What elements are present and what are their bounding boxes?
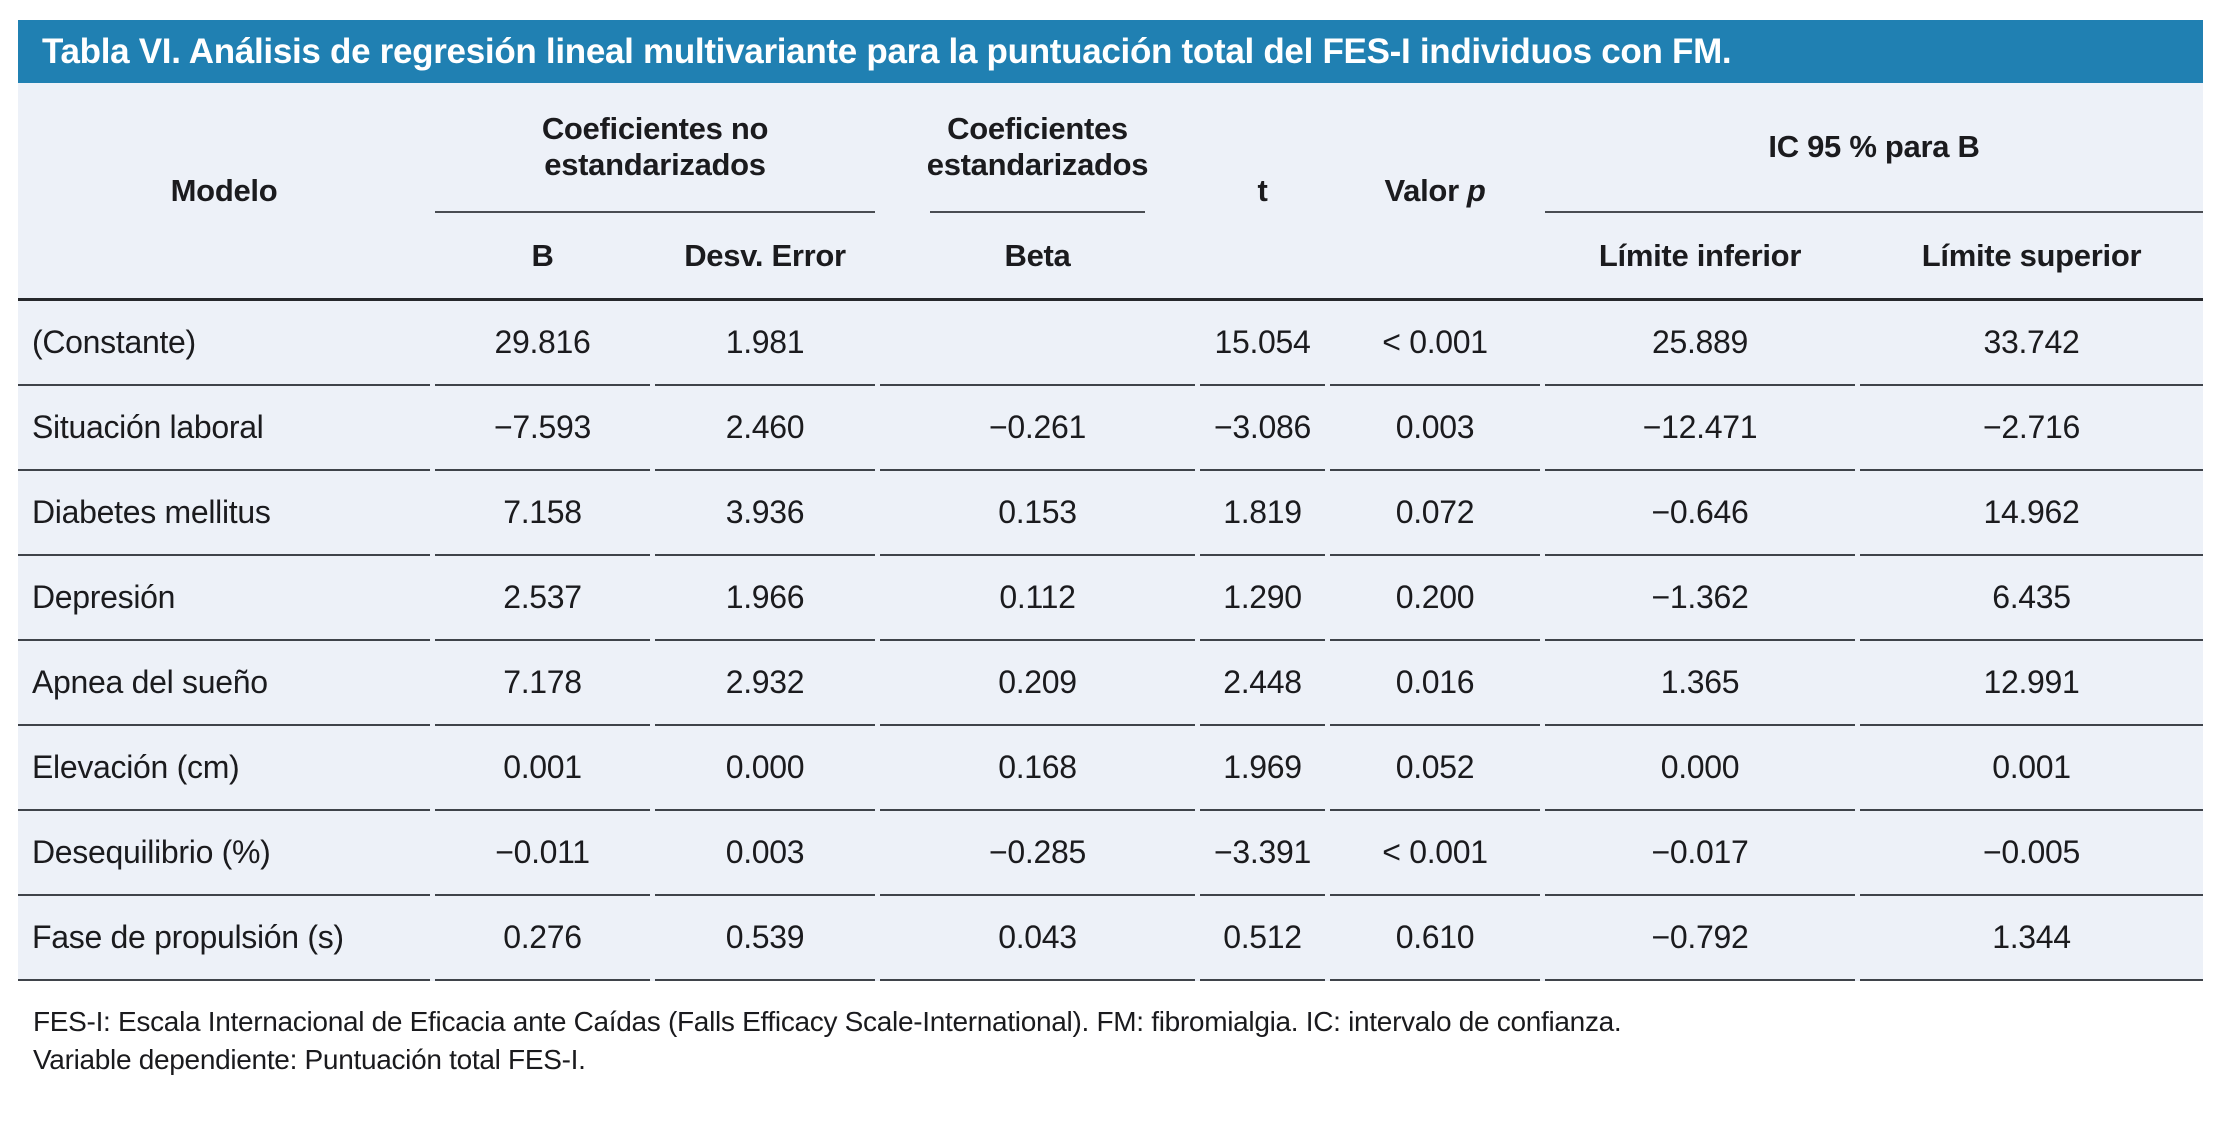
- cell-limite-superior: −0.005: [1860, 811, 2203, 896]
- footnote-dependent-variable: Variable dependiente: Puntuación total F…: [33, 1043, 586, 1075]
- cell-limite-superior: 0.001: [1860, 726, 2203, 811]
- cell-limite-inferior: −1.362: [1545, 556, 1855, 641]
- group-rule: [1545, 211, 2203, 213]
- header-t: t: [1257, 172, 1268, 208]
- cell-beta: 0.043: [880, 896, 1195, 981]
- header-group-ic95: IC 95 % para B: [1545, 83, 2203, 213]
- cell-desv-error: 2.460: [655, 386, 875, 471]
- cell-desv-error: 2.932: [655, 641, 875, 726]
- header-valor-p-text: Valor: [1384, 172, 1460, 208]
- cell-b: 7.158: [435, 471, 650, 556]
- header-group-coef-no-estandarizados: Coeficientes no estandarizados: [435, 83, 875, 213]
- row-label: Fase de propulsión (s): [18, 896, 430, 981]
- row-label: Apnea del sueño: [18, 641, 430, 726]
- cell-limite-inferior: −0.646: [1545, 471, 1855, 556]
- row-label: (Constante): [18, 301, 430, 386]
- cell-limite-superior: 12.991: [1860, 641, 2203, 726]
- cell-t: 1.290: [1200, 556, 1325, 641]
- row-label: Desequilibrio (%): [18, 811, 430, 896]
- cell-b: 0.276: [435, 896, 650, 981]
- table-row: Fase de propulsión (s) 0.276 0.539 0.043…: [18, 896, 2203, 981]
- cell-b: 2.537: [435, 556, 650, 641]
- header-b: B: [531, 237, 554, 273]
- cell-limite-inferior: 1.365: [1545, 641, 1855, 726]
- cell-beta: −0.285: [880, 811, 1195, 896]
- header-limite-superior: Límite superior: [1921, 237, 2142, 273]
- header-group-ic95-label: IC 95 % para B: [1768, 129, 1980, 164]
- row-label: Situación laboral: [18, 386, 430, 471]
- cell-b: 29.816: [435, 301, 650, 386]
- table-row: Desequilibrio (%) −0.011 0.003 −0.285 −3…: [18, 811, 2203, 896]
- cell-desv-error: 1.966: [655, 556, 875, 641]
- cell-t: 1.819: [1200, 471, 1325, 556]
- cell-beta: 0.112: [880, 556, 1195, 641]
- cell-t: 15.054: [1200, 301, 1325, 386]
- header-limite-inferior: Límite inferior: [1598, 237, 1802, 273]
- cell-limite-superior: −2.716: [1860, 386, 2203, 471]
- table-row: Apnea del sueño 7.178 2.932 0.209 2.448 …: [18, 641, 2203, 726]
- cell-limite-superior: 6.435: [1860, 556, 2203, 641]
- cell-desv-error: 0.539: [655, 896, 875, 981]
- table-row: Diabetes mellitus 7.158 3.936 0.153 1.81…: [18, 471, 2203, 556]
- header-valor-p-italic: p: [1466, 172, 1486, 208]
- header-valor-p: Valor p: [1330, 83, 1540, 298]
- cell-valor-p: 0.003: [1330, 386, 1540, 471]
- footnote-abbreviations: FES-I: Escala Internacional de Eficacia …: [33, 1006, 1622, 1037]
- group-rule: [930, 211, 1145, 213]
- cell-limite-superior: 14.962: [1860, 471, 2203, 556]
- cell-limite-inferior: −0.792: [1545, 896, 1855, 981]
- cell-valor-p: 0.200: [1330, 556, 1540, 641]
- cell-limite-inferior: −0.017: [1545, 811, 1855, 896]
- cell-beta: −0.261: [880, 386, 1195, 471]
- cell-beta: [880, 301, 1195, 386]
- cell-desv-error: 0.003: [655, 811, 875, 896]
- cell-valor-p: 0.052: [1330, 726, 1540, 811]
- cell-valor-p: < 0.001: [1330, 301, 1540, 386]
- table-row: (Constante) 29.816 1.981 15.054 < 0.001 …: [18, 301, 2203, 386]
- cell-b: 0.001: [435, 726, 650, 811]
- table-row: Elevación (cm) 0.001 0.000 0.168 1.969 0…: [18, 726, 2203, 811]
- table-row: Situación laboral −7.593 2.460 −0.261 −3…: [18, 386, 2203, 471]
- cell-valor-p: < 0.001: [1330, 811, 1540, 896]
- cell-t: 2.448: [1200, 641, 1325, 726]
- cell-beta: 0.168: [880, 726, 1195, 811]
- header-group-coef-estandarizados: Coeficientes estandarizados: [880, 83, 1195, 213]
- cell-valor-p: 0.610: [1330, 896, 1540, 981]
- header-group-coef-no-estandarizados-label: Coeficientes no estandarizados: [541, 111, 769, 182]
- group-rule: [435, 211, 875, 213]
- cell-limite-inferior: 0.000: [1545, 726, 1855, 811]
- cell-b: −7.593: [435, 386, 650, 471]
- cell-desv-error: 1.981: [655, 301, 875, 386]
- cell-valor-p: 0.016: [1330, 641, 1540, 726]
- table-header: Modelo Coeficientes no estandarizados Co…: [18, 83, 2203, 301]
- row-label: Diabetes mellitus: [18, 471, 430, 556]
- cell-valor-p: 0.072: [1330, 471, 1540, 556]
- table-footnotes: FES-I: Escala Internacional de Eficacia …: [18, 1003, 2203, 1079]
- cell-t: 1.969: [1200, 726, 1325, 811]
- cell-beta: 0.209: [880, 641, 1195, 726]
- header-beta: Beta: [1004, 237, 1071, 273]
- table-body: Modelo Coeficientes no estandarizados Co…: [18, 83, 2203, 981]
- table-row: Depresión 2.537 1.966 0.112 1.290 0.200 …: [18, 556, 2203, 641]
- regression-table: Tabla VI. Análisis de regresión lineal m…: [18, 20, 2203, 1079]
- header-desv-error: Desv. Error: [684, 237, 846, 273]
- cell-limite-superior: 33.742: [1860, 301, 2203, 386]
- cell-desv-error: 3.936: [655, 471, 875, 556]
- cell-t: 0.512: [1200, 896, 1325, 981]
- table-title: Tabla VI. Análisis de regresión lineal m…: [18, 20, 2203, 83]
- header-group-coef-estandarizados-label: Coeficientes estandarizados: [926, 111, 1149, 182]
- cell-t: −3.086: [1200, 386, 1325, 471]
- cell-beta: 0.153: [880, 471, 1195, 556]
- cell-b: −0.011: [435, 811, 650, 896]
- cell-t: −3.391: [1200, 811, 1325, 896]
- cell-limite-superior: 1.344: [1860, 896, 2203, 981]
- cell-b: 7.178: [435, 641, 650, 726]
- cell-limite-inferior: 25.889: [1545, 301, 1855, 386]
- row-label: Elevación (cm): [18, 726, 430, 811]
- row-label: Depresión: [18, 556, 430, 641]
- cell-desv-error: 0.000: [655, 726, 875, 811]
- cell-limite-inferior: −12.471: [1545, 386, 1855, 471]
- header-modelo: Modelo: [170, 172, 278, 208]
